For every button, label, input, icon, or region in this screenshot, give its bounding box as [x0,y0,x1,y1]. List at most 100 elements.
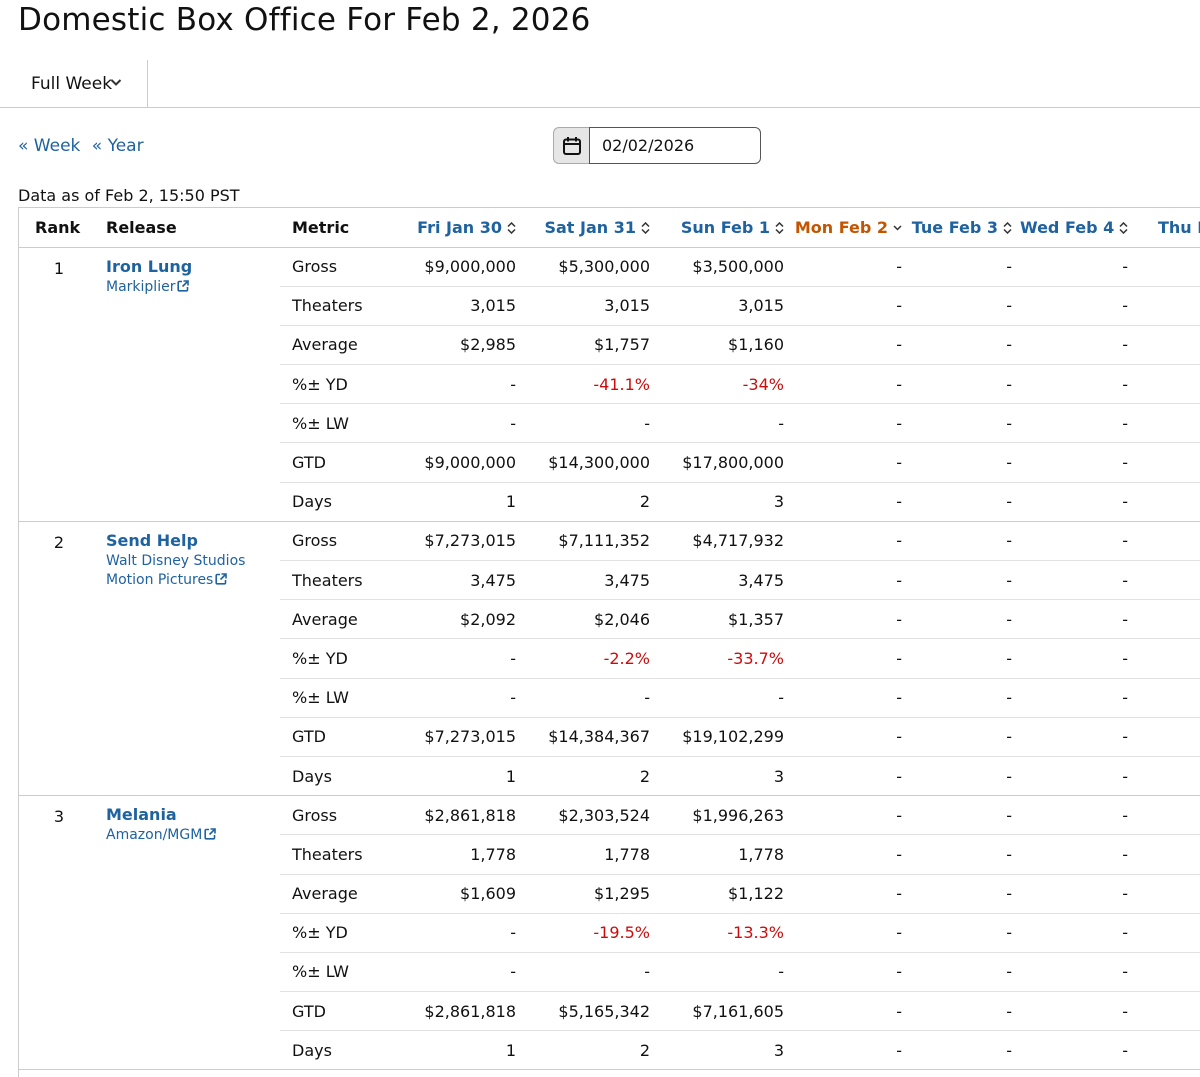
value-cell: - [524,678,658,718]
value-cell: - [402,403,524,444]
value-cell: - [910,364,1020,405]
value-cell: $14,384,367 [524,717,658,757]
value-cell: - [910,442,1020,483]
sort-icon [641,221,650,234]
release-cell: Melania Amazon/MGM [94,795,280,1071]
value-cell: - [792,403,910,444]
value-cell: - [1020,403,1136,444]
value-cell [1136,247,1200,287]
value-cell: 1,778 [658,834,792,875]
value-cell: - [1020,991,1136,1032]
metric-label: %± YD [280,364,402,405]
date-input[interactable] [589,127,761,164]
value-cell: - [1020,756,1136,797]
tab-full-week[interactable]: Full Week [0,60,148,108]
value-cell: 3,015 [402,286,524,326]
day-header-thu[interactable]: Thu Fe [1136,208,1200,248]
movie-title-link[interactable]: Send Help [106,530,198,550]
value-cell: 1 [402,482,524,522]
value-cell [1136,599,1200,640]
period-nav: « Week « Year [18,136,150,156]
value-cell: - [1020,364,1136,405]
metric-label: %± YD [280,638,402,679]
box-office-table: Rank Release Metric Fri Jan 30 Sat Jan 31… [19,208,1200,1071]
external-link-icon [204,828,217,840]
prev-week-link[interactable]: « Week [18,136,81,156]
day-header-fri[interactable]: Fri Jan 30 [402,208,524,248]
value-cell: $7,111,352 [524,521,658,562]
value-cell [1136,717,1200,757]
value-cell: - [910,1030,1020,1071]
value-cell: - [792,717,910,757]
value-cell: $19,102,299 [658,717,792,757]
value-cell: - [910,403,1020,444]
distributor-link[interactable]: Markiplier [106,278,256,297]
distributor-link[interactable]: Amazon/MGM [106,826,256,845]
value-cell: $7,273,015 [402,717,524,757]
value-cell: - [910,952,1020,993]
day-header-mon[interactable]: Mon Feb 2 [792,208,910,248]
calendar-button[interactable] [553,127,589,164]
metric-label: Theaters [280,834,402,875]
value-cell [1136,442,1200,483]
value-cell: - [1020,874,1136,914]
value-cell: - [792,678,910,718]
value-cell: 1,778 [524,834,658,875]
day-header-sat[interactable]: Sat Jan 31 [524,208,658,248]
value-cell: 3,475 [402,560,524,601]
movie-title-link[interactable]: Iron Lung [106,256,193,276]
value-cell [1136,560,1200,601]
metric-label: Gross [280,521,402,562]
sort-icon [507,221,516,234]
day-header-tue[interactable]: Tue Feb 3 [910,208,1020,248]
value-cell: - [524,403,658,444]
value-cell: - [1020,521,1136,562]
value-cell: - [910,325,1020,366]
value-cell: $7,161,605 [658,991,792,1032]
value-cell: 3,015 [658,286,792,326]
value-cell: $5,165,342 [524,991,658,1032]
value-cell: - [792,599,910,640]
day-header-label: Sat Jan 31 [544,217,636,237]
period-tabbar: Full Week [0,60,1200,108]
value-cell: $2,861,818 [402,795,524,836]
value-cell: - [910,913,1020,953]
value-cell: - [910,560,1020,601]
prev-year-link[interactable]: « Year [91,136,144,156]
metric-label: Average [280,325,402,366]
metric-label: %± YD [280,913,402,953]
day-header-label: Mon Feb 2 [794,217,888,237]
value-cell [1136,364,1200,405]
value-cell: 3 [658,1030,792,1071]
metric-label: Days [280,482,402,522]
distributor-name: Amazon/MGM [106,827,203,844]
metric-label: Days [280,756,402,797]
value-cell: - [792,874,910,914]
value-cell: - [792,364,910,405]
value-cell: - [910,756,1020,797]
value-cell: - [910,991,1020,1032]
distributor-link[interactable]: Walt Disney Studios Motion Pictures [106,552,256,590]
value-cell: - [1020,678,1136,718]
value-cell: 3 [658,756,792,797]
value-cell: $7,273,015 [402,521,524,562]
rank-cell: 1 [19,247,94,522]
value-cell: - [658,952,792,993]
metric-label: GTD [280,991,402,1032]
metric-label: Days [280,1030,402,1071]
metric-label: Gross [280,247,402,287]
distributor-name: Walt Disney Studios Motion Pictures [106,552,246,588]
value-cell: - [910,286,1020,326]
data-as-of: Data as of Feb 2, 15:50 PST [18,186,240,205]
value-cell: $2,861,818 [402,991,524,1032]
metric-label: Average [280,599,402,640]
release-cell: Iron Lung Markiplier [94,247,280,522]
value-cell: 3,475 [524,560,658,601]
day-header-sun[interactable]: Sun Feb 1 [658,208,792,248]
calendar-icon [563,137,581,155]
day-header-wed[interactable]: Wed Feb 4 [1020,208,1136,248]
movie-title-link[interactable]: Melania [106,805,177,825]
table-row: Days 1 2 3- - - [19,1030,1200,1071]
metric-label: Average [280,874,402,914]
value-cell: - [658,403,792,444]
